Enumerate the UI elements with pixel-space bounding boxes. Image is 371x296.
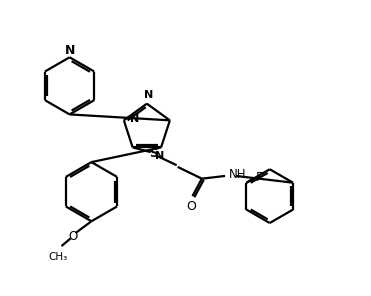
Text: CH₃: CH₃ [49, 252, 68, 262]
Text: N: N [144, 90, 153, 100]
Text: N: N [155, 152, 164, 161]
Text: N: N [129, 114, 139, 124]
Text: O: O [187, 200, 196, 213]
Text: NH: NH [229, 168, 246, 181]
Text: O: O [68, 230, 78, 243]
Text: F: F [256, 171, 263, 184]
Text: S: S [149, 147, 158, 160]
Text: N: N [65, 44, 75, 57]
